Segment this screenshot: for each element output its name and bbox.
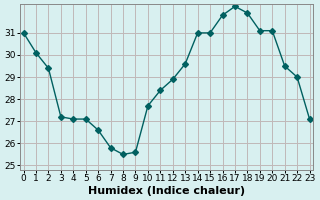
X-axis label: Humidex (Indice chaleur): Humidex (Indice chaleur): [88, 186, 245, 196]
